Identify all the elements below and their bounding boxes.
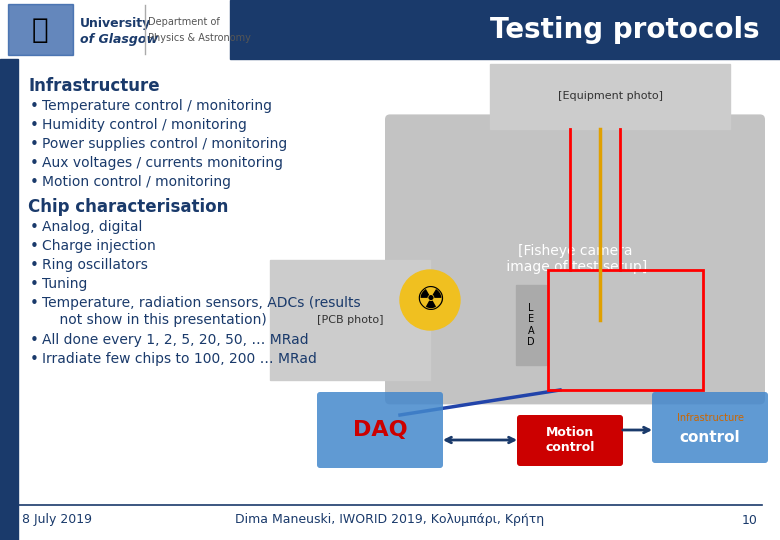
Text: Ring oscillators: Ring oscillators [42,259,148,272]
Text: Charge injection: Charge injection [42,239,156,253]
Text: [Equipment photo]: [Equipment photo] [558,91,662,102]
Bar [0,59,18,540]
Text: •: • [30,259,39,273]
Text: Power supplies control / monitoring: Power supplies control / monitoring [42,137,287,151]
Text: DAQ: DAQ [353,420,407,440]
Text: •: • [30,353,39,367]
Text: •: • [30,296,39,312]
Text: Physics & Astronomy: Physics & Astronomy [148,32,251,43]
Text: 8 July 2019: 8 July 2019 [22,514,92,526]
Bar [230,0,780,59]
Text: •: • [30,118,39,133]
Text: Irradiate few chips to 100, 200 … MRad: Irradiate few chips to 100, 200 … MRad [42,353,317,367]
FancyBboxPatch shape [317,392,443,468]
Text: [Fisheye camera
 image of test setup]: [Fisheye camera image of test setup] [502,244,647,274]
Text: •: • [30,157,39,171]
Text: •: • [30,176,39,191]
Text: Dima Maneuski, IWORID 2019, Κολυμπάρι, Κρήτη: Dima Maneuski, IWORID 2019, Κολυμπάρι, Κ… [236,514,544,526]
Text: •: • [30,239,39,254]
FancyBboxPatch shape [385,114,765,404]
Text: Motion
control: Motion control [545,426,594,454]
Text: 🛡: 🛡 [32,16,48,44]
FancyBboxPatch shape [517,415,623,466]
Text: [PCB photo]: [PCB photo] [317,315,383,325]
Bar [516,285,546,365]
Bar [270,260,430,380]
Text: Chip characterisation: Chip characterisation [28,198,229,217]
Text: Temperature, radiation sensors, ADCs (results: Temperature, radiation sensors, ADCs (re… [42,296,360,310]
Bar [548,270,703,390]
Bar [8,4,73,56]
Text: •: • [30,99,39,114]
Text: control: control [679,430,740,445]
Text: Analog, digital: Analog, digital [42,220,143,234]
Text: Testing protocols: Testing protocols [491,16,760,44]
Text: ☢: ☢ [415,284,445,316]
Text: University: University [80,17,151,30]
Bar [490,64,730,130]
Text: Infrastructure: Infrastructure [676,413,743,423]
Text: Aux voltages / currents monitoring: Aux voltages / currents monitoring [42,157,283,171]
Text: Infrastructure: Infrastructure [28,77,160,96]
Text: •: • [30,137,39,152]
Text: of Glasgow: of Glasgow [80,32,158,46]
Text: Humidity control / monitoring: Humidity control / monitoring [42,118,247,132]
Text: not show in this presentation): not show in this presentation) [42,313,267,327]
FancyBboxPatch shape [652,392,768,463]
Text: Tuning: Tuning [42,278,87,292]
Circle shape [400,270,460,330]
Text: 10: 10 [742,514,758,526]
Text: Department of: Department of [148,17,220,26]
Text: L
E
A
D: L E A D [527,302,535,347]
Text: Motion control / monitoring: Motion control / monitoring [42,176,231,190]
Text: •: • [30,278,39,292]
Bar [0,0,230,59]
Text: •: • [30,333,39,348]
Text: •: • [30,220,39,235]
Text: All done every 1, 2, 5, 20, 50, … MRad: All done every 1, 2, 5, 20, 50, … MRad [42,333,309,347]
Text: Temperature control / monitoring: Temperature control / monitoring [42,99,272,113]
